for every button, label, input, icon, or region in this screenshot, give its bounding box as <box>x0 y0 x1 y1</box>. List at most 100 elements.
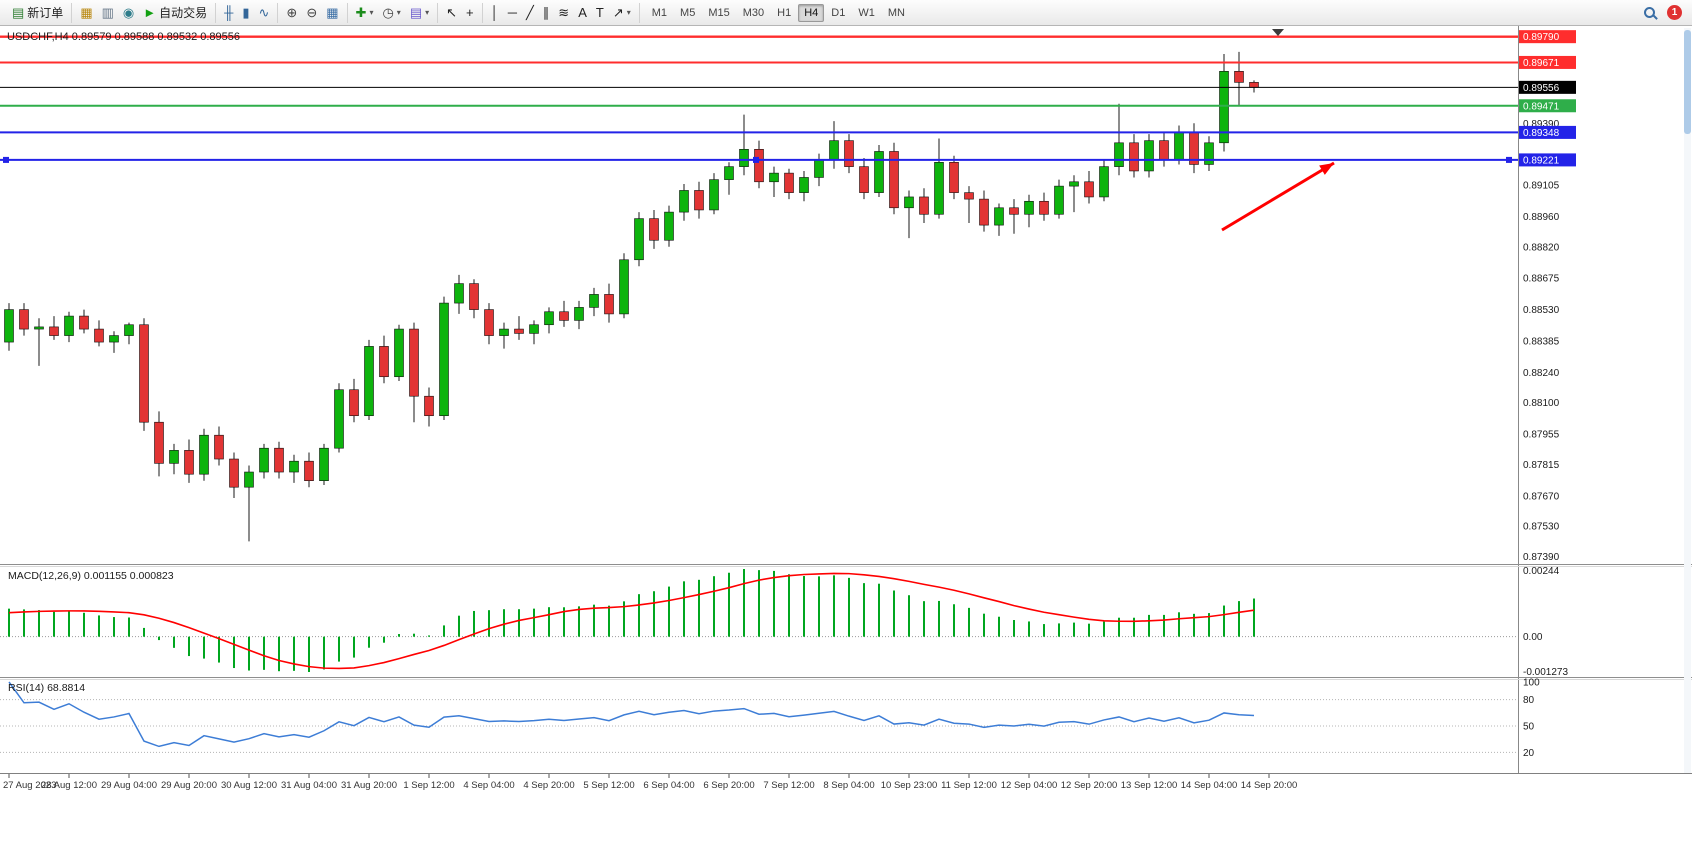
search-button[interactable] <box>1640 2 1659 23</box>
price-tag-0.89556: 0.89556 <box>1519 80 1576 94</box>
new-order-button-label: 新订单 <box>27 6 64 20</box>
text-label-icon: T <box>595 5 604 20</box>
trendline-button[interactable]: ╱ <box>522 2 538 23</box>
price-tag-0.89471: 0.89471 <box>1519 99 1576 113</box>
zoom-out-button[interactable]: ⊖ <box>302 2 321 23</box>
arrows-button[interactable]: ↗ ▾ <box>609 2 635 23</box>
toolbar-group: ╫ ▮ ∿ <box>216 2 279 23</box>
price-scale-label: 0.87815 <box>1523 460 1560 471</box>
price-scale-label: 0.89105 <box>1523 181 1560 192</box>
macd-label: MACD(12,26,9) 0.001155 0.000823 <box>8 570 174 582</box>
dropdown-caret-icon: ▾ <box>396 7 401 17</box>
chart-canvas[interactable]: 0.89390 0.89105 0.88960 0.88820 0.88675 0.885… <box>0 26 1692 856</box>
window-scrollbar-thumb[interactable] <box>1684 30 1691 134</box>
time-label: 29 Aug 20:00 <box>161 780 217 791</box>
macd-scale-label: 0.00 <box>1523 632 1543 643</box>
chart-profiles-button[interactable]: ▦ <box>76 2 96 23</box>
window-scrollbar-track[interactable] <box>1684 28 1691 773</box>
macd-scale-label: 0.00244 <box>1523 566 1560 577</box>
macd-scale-label: -0.001273 <box>1523 667 1568 678</box>
text-button[interactable]: A <box>574 2 591 23</box>
price-scale-label: 0.88385 <box>1523 336 1560 347</box>
autotrading-button[interactable]: ► 自动交易 <box>139 2 211 23</box>
time-label: 12 Sep 04:00 <box>1001 780 1058 791</box>
macd-panel-splitter[interactable] <box>0 564 1692 567</box>
price-scale-label: 0.88960 <box>1523 212 1560 223</box>
rsi-panel: 100 80 50 20 <box>0 678 1540 759</box>
candles <box>4 51 1259 542</box>
price-scale[interactable]: 0.89390 0.89105 0.88960 0.88820 0.88675 0.885… <box>1519 30 1576 563</box>
zoom-in-button[interactable]: ⊕ <box>282 2 301 23</box>
periods-button[interactable]: ◷ ▾ <box>378 2 404 23</box>
cursor-button[interactable]: ↖ <box>442 2 461 23</box>
templates-button[interactable]: ▤ ▾ <box>406 2 433 23</box>
svg-text:0.89221: 0.89221 <box>1523 155 1560 166</box>
notification-badge[interactable]: 1 <box>1667 5 1682 20</box>
price-scale-label: 0.87955 <box>1523 430 1560 441</box>
text-label-button[interactable]: T <box>592 2 608 23</box>
channel-button[interactable]: ∥ <box>539 2 554 23</box>
print-button[interactable]: ▥ <box>98 2 118 23</box>
line-chart-icon: ∿ <box>258 5 270 20</box>
price-scale-label: 0.88530 <box>1523 305 1560 316</box>
toolbar-button-groups: ▤ 新订单 ▦ ▥ ◉ ► 自动交易 ╫ ▮ ∿ ⊕ ⊖ ▦ ✚ ▾ ◷ ▾ ▤ ▾ ↖ + │ ─ ╱ ∥ ≋ A T ↗ ▾ <box>4 0 640 25</box>
time-label: 4 Sep 20:00 <box>523 780 574 791</box>
bar-chart-button[interactable]: ╫ <box>220 2 237 23</box>
timeframe-h4-button[interactable]: H4 <box>798 3 825 22</box>
svg-text:0.89471: 0.89471 <box>1523 101 1560 112</box>
time-label: 5 Sep 12:00 <box>583 780 634 791</box>
timeframe-m5-button[interactable]: M5 <box>680 6 696 19</box>
timeframe-m30-button[interactable]: M30 <box>742 6 765 19</box>
data-window-icon: ◉ <box>122 5 135 20</box>
search-icon <box>1644 7 1655 18</box>
toolbar-group: ↖ + <box>438 2 483 23</box>
timeframe-m15-button[interactable]: M15 <box>708 6 730 19</box>
svg-text:0.89790: 0.89790 <box>1523 32 1560 43</box>
zoom-out-icon: ⊖ <box>306 5 318 20</box>
rsi-label: RSI(14) 68.8814 <box>8 682 85 694</box>
time-label: 1 Sep 12:00 <box>403 780 454 791</box>
rsi-panel-splitter[interactable] <box>0 677 1692 680</box>
bar-chart-icon: ╫ <box>224 5 234 20</box>
timeframe-mn-button[interactable]: MN <box>887 6 905 19</box>
time-label: 13 Sep 12:00 <box>1121 780 1178 791</box>
rsi-scale-label: 50 <box>1523 722 1535 733</box>
profiles-icon: ▦ <box>80 5 93 20</box>
price-tag-0.89221: 0.89221 <box>1519 153 1576 167</box>
ohlc-readout: USDCHF,H4 0.89579 0.89588 0.89532 0.8955… <box>7 31 240 43</box>
svg-text:0.89348: 0.89348 <box>1523 128 1560 139</box>
candlestick-chart-button[interactable]: ▮ <box>238 2 253 23</box>
horizontal-line-button[interactable]: ─ <box>504 2 521 23</box>
time-label: 7 Sep 12:00 <box>763 780 814 791</box>
price-tag-0.89348: 0.89348 <box>1519 125 1576 139</box>
macd-signal-line <box>8 572 1255 670</box>
autotrading-button-label: 自动交易 <box>159 6 208 20</box>
new-order-button[interactable]: ▤ 新订单 <box>8 2 67 23</box>
toolbar-group: ▦ ▥ ◉ ► 自动交易 <box>72 2 217 23</box>
timeframe-m1-button[interactable]: M1 <box>651 6 668 19</box>
hline-0.89221[interactable] <box>0 156 1518 163</box>
indicators-button[interactable]: ✚ ▾ <box>352 2 378 23</box>
line-chart-button[interactable]: ∿ <box>255 2 274 23</box>
vertical-line-button[interactable]: │ <box>487 2 503 23</box>
data-window-button[interactable]: ◉ <box>119 2 138 23</box>
timeframe-h1-button[interactable]: H1 <box>777 6 792 19</box>
time-label: 12 Sep 20:00 <box>1061 780 1118 791</box>
tile-windows-icon: ▦ <box>326 5 339 20</box>
time-label: 14 Sep 20:00 <box>1241 780 1298 791</box>
time-label: 14 Sep 04:00 <box>1181 780 1238 791</box>
time-label: 31 Aug 20:00 <box>341 780 397 791</box>
timeframe-w1-button[interactable]: W1 <box>858 6 875 19</box>
arrow-annotation[interactable] <box>1221 161 1335 232</box>
time-label: 6 Sep 04:00 <box>643 780 694 791</box>
timeframe-d1-button[interactable]: D1 <box>831 6 846 19</box>
price-scale-label: 0.87530 <box>1523 522 1560 533</box>
fibonacci-button[interactable]: ≋ <box>554 2 573 23</box>
tile-windows-button[interactable]: ▦ <box>322 2 342 23</box>
time-label: 11 Sep 12:00 <box>941 780 997 791</box>
text-icon: A <box>578 5 587 20</box>
chart-shift-marker[interactable] <box>1272 29 1284 36</box>
crosshair-button[interactable]: + <box>462 2 478 23</box>
time-label: 27 Aug 2023 <box>3 780 56 791</box>
